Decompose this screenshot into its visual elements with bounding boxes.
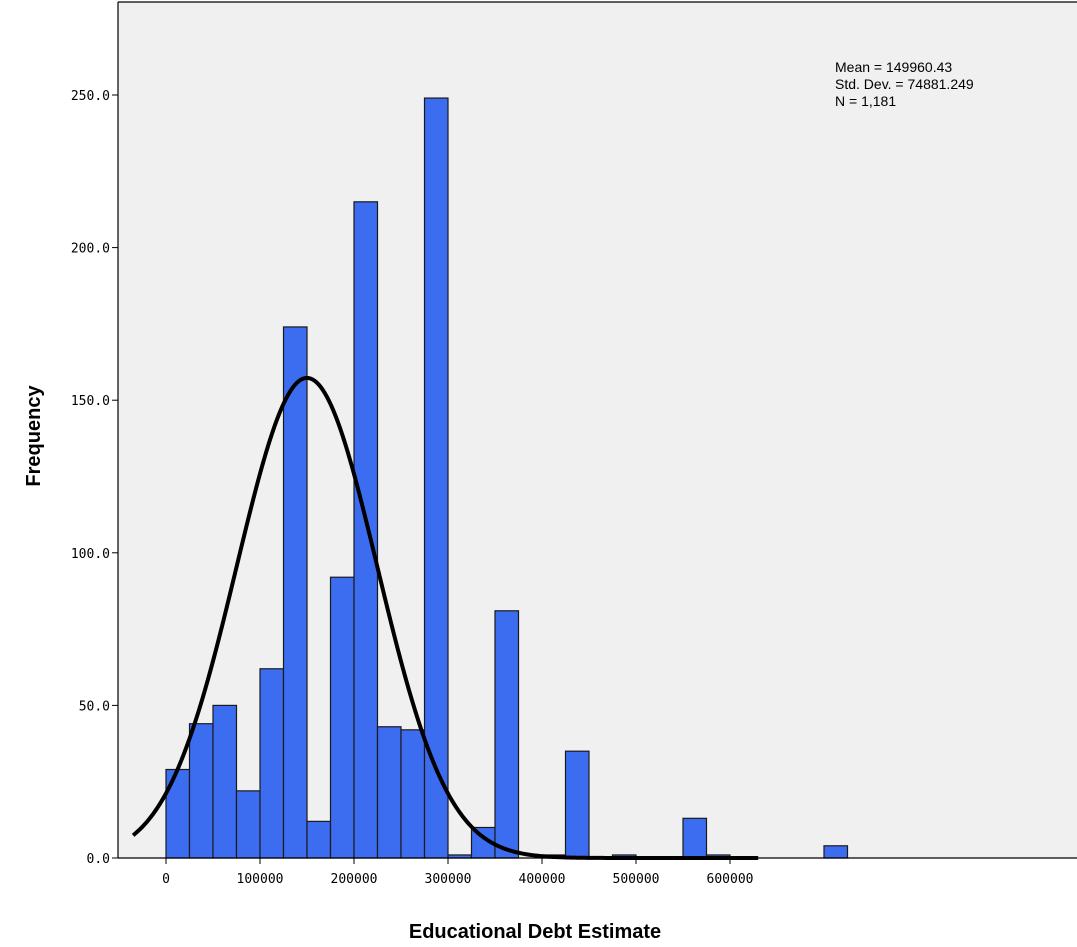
stats-mean: Mean = 149960.43 xyxy=(835,59,952,75)
y-tick-label: 250.0 xyxy=(71,89,110,104)
y-tick-label: 200.0 xyxy=(71,242,110,257)
histogram-bar xyxy=(564,750,590,859)
axes-layer: 0 100000 200000 300000 400000 500000 600000 0.0… xyxy=(71,1,1077,887)
x-tick-label: 100000 xyxy=(237,872,284,887)
stats-std-dev: Std. Dev. = 74881.249 xyxy=(835,76,974,92)
x-axis-title: Educational Debt Estimate xyxy=(409,921,661,943)
histogram-bar xyxy=(188,723,214,859)
histogram-bar xyxy=(494,610,520,859)
y-tick-label: 150.0 xyxy=(71,394,110,409)
histogram-bar xyxy=(212,704,238,859)
x-tick-label: 300000 xyxy=(425,872,472,887)
y-tick-label: 100.0 xyxy=(71,547,110,562)
x-tick-label: 0 xyxy=(162,872,170,887)
histogram-bar xyxy=(282,326,308,859)
histogram-bar xyxy=(400,729,426,859)
histogram-bar xyxy=(329,576,355,859)
histogram-bar xyxy=(353,201,379,859)
histogram-bar xyxy=(259,668,285,859)
y-tick-label: 0.0 xyxy=(87,852,110,867)
stats-box: Mean = 149960.43 Std. Dev. = 74881.249 N… xyxy=(835,59,974,109)
y-axis-title: Frequency xyxy=(23,385,45,487)
x-tick-label: 200000 xyxy=(331,872,378,887)
x-tick-label: 600000 xyxy=(707,872,754,887)
histogram-bar xyxy=(306,820,332,859)
stats-n: N = 1,181 xyxy=(835,93,896,109)
y-tick-label: 50.0 xyxy=(79,699,110,714)
x-tick-label: 500000 xyxy=(613,872,660,887)
histogram-bar xyxy=(823,845,849,859)
histogram-bar xyxy=(235,790,261,859)
histogram-bar xyxy=(376,726,402,859)
histogram-bar xyxy=(682,817,708,859)
x-tick-label: 400000 xyxy=(519,872,566,887)
